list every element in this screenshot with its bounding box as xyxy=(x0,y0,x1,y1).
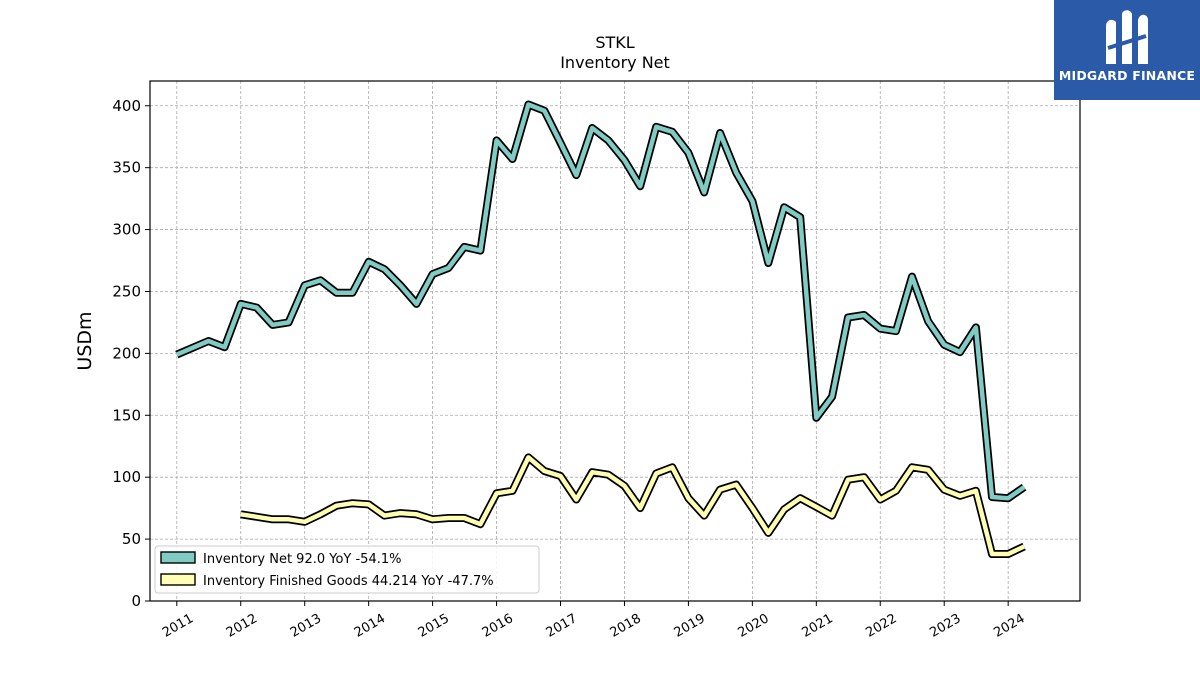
legend-box xyxy=(154,545,540,594)
y-tick-label: 400 xyxy=(112,97,141,115)
legend-swatch-finished-goods xyxy=(160,573,196,586)
y-tick-label: 200 xyxy=(112,344,141,362)
series-outline-inventory-net xyxy=(175,100,1027,503)
x-tick-label: 2024 xyxy=(991,611,1027,641)
x-tick-label: 2015 xyxy=(416,611,452,641)
midgard-finance-logo: MIDGARD FINANCE xyxy=(1054,0,1200,100)
legend: Inventory Net 92.0 YoY -54.1% Inventory … xyxy=(154,545,540,594)
y-tick-label: 100 xyxy=(112,468,141,486)
y-ticks: 0 50 100 150 200 250 300 350 400 xyxy=(112,97,150,610)
x-tick-label: 2011 xyxy=(160,611,196,641)
x-tick-label: 2023 xyxy=(927,611,963,641)
x-tick-label: 2019 xyxy=(672,611,708,641)
legend-label-inventory-net: Inventory Net 92.0 YoY -54.1% xyxy=(203,552,402,567)
legend-label-finished-goods: Inventory Finished Goods 44.214 YoY -47.… xyxy=(203,574,494,589)
plot-frame xyxy=(149,80,1081,602)
series-lines xyxy=(175,100,1027,558)
x-tick-label: 2020 xyxy=(736,611,772,641)
x-tick-label: 2014 xyxy=(352,611,388,641)
y-axis-label: USDm xyxy=(74,311,96,370)
y-tick-label: 0 xyxy=(131,592,141,610)
y-tick-label: 150 xyxy=(112,406,141,424)
x-tick-label: 2012 xyxy=(224,611,260,641)
y-tick-label: 50 xyxy=(122,530,141,548)
x-ticks: 2011 2012 2013 2014 2015 2016 2017 2018 2019 2020… xyxy=(160,601,1027,641)
chart-subtitle: Inventory Net xyxy=(560,53,670,72)
chart-title: STKL xyxy=(595,33,634,52)
x-tick-label: 2021 xyxy=(799,611,835,641)
logo-text: MIDGARD FINANCE xyxy=(1058,68,1196,83)
y-tick-label: 350 xyxy=(112,159,141,177)
x-tick-label: 2016 xyxy=(480,611,516,641)
logo-mark-icon xyxy=(1106,10,1148,65)
x-tick-label: 2017 xyxy=(544,611,580,641)
series-line-inventory-finished-goods xyxy=(240,455,1026,557)
x-tick-label: 2022 xyxy=(863,611,899,641)
legend-swatch-inventory-net xyxy=(160,551,196,564)
series-line-inventory-net xyxy=(175,102,1026,501)
x-tick-label: 2013 xyxy=(288,611,324,641)
y-tick-label: 300 xyxy=(112,221,141,239)
y-tick-label: 250 xyxy=(112,282,141,300)
x-tick-label: 2018 xyxy=(608,611,644,641)
